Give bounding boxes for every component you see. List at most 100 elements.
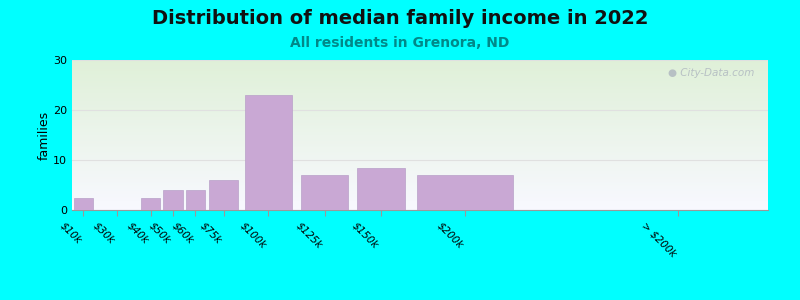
Bar <box>72 87 768 88</box>
Bar <box>72 117 768 118</box>
Bar <box>72 110 768 111</box>
Bar <box>72 72 768 74</box>
Bar <box>72 190 768 192</box>
Bar <box>72 208 768 210</box>
Bar <box>72 112 768 114</box>
Bar <box>72 64 768 66</box>
Bar <box>72 90 768 92</box>
Bar <box>72 202 768 204</box>
Bar <box>72 142 768 144</box>
Bar <box>72 177 768 178</box>
Bar <box>72 160 768 162</box>
Bar <box>72 207 768 208</box>
Bar <box>72 168 768 170</box>
Bar <box>72 102 768 104</box>
Bar <box>72 162 768 164</box>
Bar <box>72 134 768 135</box>
Bar <box>72 194 768 195</box>
Bar <box>72 156 768 158</box>
Bar <box>72 70 768 72</box>
Bar <box>72 172 768 174</box>
Bar <box>72 94 768 96</box>
Bar <box>72 152 768 153</box>
Bar <box>72 200 768 201</box>
Bar <box>72 126 768 128</box>
Bar <box>72 99 768 100</box>
Bar <box>72 176 768 177</box>
Bar <box>72 74 768 75</box>
Bar <box>163 190 182 210</box>
Bar <box>72 100 768 102</box>
Bar <box>72 81 768 82</box>
Bar <box>72 147 768 148</box>
Bar <box>72 103 768 105</box>
Bar <box>72 178 768 180</box>
Bar <box>72 165 768 166</box>
Bar <box>72 144 768 146</box>
Bar <box>72 75 768 76</box>
Bar <box>72 153 768 154</box>
Bar <box>72 150 768 152</box>
Bar <box>72 138 768 140</box>
Bar <box>72 189 768 190</box>
Bar <box>72 141 768 142</box>
Bar <box>417 175 513 210</box>
Bar <box>72 63 768 64</box>
Bar <box>72 195 768 196</box>
Bar <box>72 204 768 206</box>
Bar <box>245 95 292 210</box>
Bar <box>72 192 768 194</box>
Bar <box>72 146 768 147</box>
Bar <box>72 98 768 99</box>
Bar <box>72 111 768 112</box>
Bar <box>301 175 349 210</box>
Bar <box>72 84 768 86</box>
Bar <box>72 68 768 69</box>
Bar <box>72 123 768 124</box>
Text: All residents in Grenora, ND: All residents in Grenora, ND <box>290 36 510 50</box>
Bar <box>72 69 768 70</box>
Bar <box>72 82 768 84</box>
Bar <box>357 167 405 210</box>
Bar <box>72 120 768 122</box>
Bar <box>72 93 768 94</box>
Bar <box>72 78 768 80</box>
Bar <box>72 158 768 159</box>
Bar <box>72 129 768 130</box>
Bar <box>72 66 768 68</box>
Bar <box>74 197 93 210</box>
Bar <box>72 198 768 200</box>
Bar <box>72 206 768 207</box>
Bar <box>72 201 768 202</box>
Bar <box>72 164 768 165</box>
Bar <box>72 88 768 90</box>
Bar <box>72 180 768 182</box>
Bar <box>72 128 768 129</box>
Bar <box>72 148 768 150</box>
Bar <box>72 167 768 168</box>
Bar <box>72 106 768 108</box>
Text: Distribution of median family income in 2022: Distribution of median family income in … <box>152 9 648 28</box>
Bar <box>72 85 768 87</box>
Bar <box>72 118 768 120</box>
Bar <box>141 197 160 210</box>
Bar <box>72 108 768 110</box>
Bar <box>72 159 768 160</box>
Bar <box>72 183 768 184</box>
Bar <box>72 171 768 172</box>
Bar <box>72 96 768 98</box>
Bar <box>72 182 768 183</box>
Y-axis label: families: families <box>38 110 50 160</box>
Bar <box>210 180 238 210</box>
Bar <box>72 135 768 136</box>
Bar <box>72 122 768 123</box>
Bar <box>72 132 768 134</box>
Bar <box>72 114 768 116</box>
Bar <box>72 186 768 188</box>
Bar <box>72 188 768 189</box>
Bar <box>72 92 768 93</box>
Bar <box>72 80 768 81</box>
Bar <box>72 136 768 138</box>
Bar <box>72 116 768 117</box>
Bar <box>72 124 768 126</box>
